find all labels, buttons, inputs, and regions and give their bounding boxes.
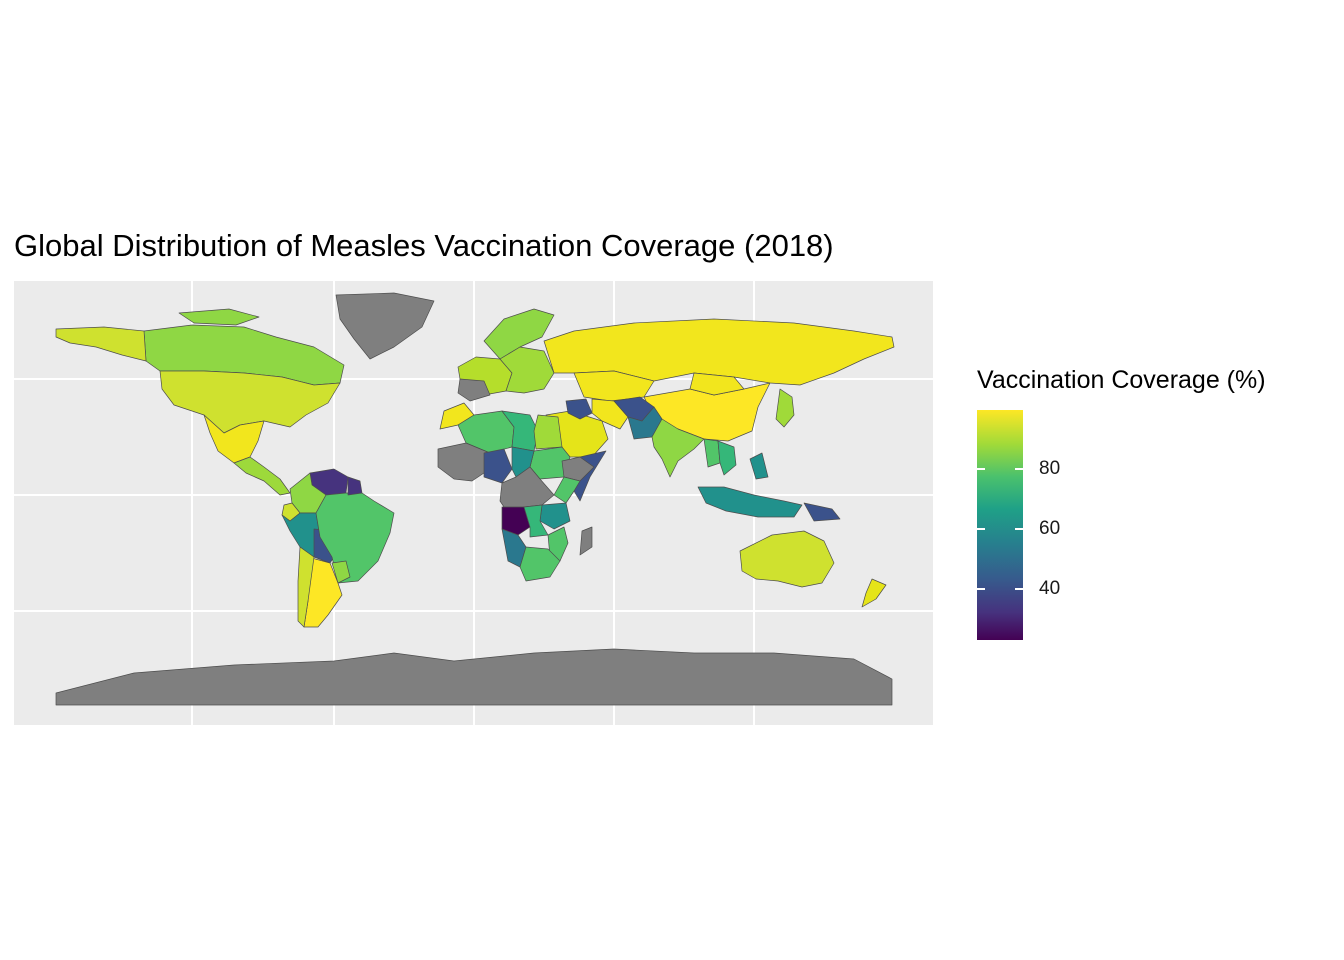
region-papua-new-guinea <box>803 502 841 522</box>
region-thailand <box>717 440 737 476</box>
map-panel <box>14 281 933 725</box>
legend-label-60: 60 <box>1039 518 1061 539</box>
region-japan <box>775 388 795 428</box>
region-indonesia <box>697 486 803 518</box>
region-iraq <box>565 398 593 420</box>
legend-label-40: 40 <box>1039 578 1061 599</box>
legend-label-80: 80 <box>1039 458 1061 479</box>
map-title: Global Distribution of Measles Vaccinati… <box>14 228 834 263</box>
region-eastern-europe <box>499 346 555 394</box>
region-mongolia <box>689 372 745 396</box>
region-antarctica <box>55 648 893 706</box>
region-tanzania <box>539 502 571 530</box>
region-brazil <box>315 492 395 584</box>
region-madagascar <box>579 526 593 556</box>
region-somalia <box>573 450 607 502</box>
region-angola <box>501 506 531 536</box>
region-paraguay <box>331 560 351 584</box>
region-south-africa <box>519 546 561 582</box>
region-mexico <box>203 414 265 464</box>
region-india <box>651 418 705 478</box>
world-map <box>14 281 933 725</box>
region-australia <box>739 530 835 588</box>
region-greenland <box>335 292 435 360</box>
region-central-america <box>233 456 291 496</box>
region-west-africa <box>437 442 491 482</box>
region-united-states <box>159 370 341 434</box>
region-guyana <box>347 476 363 496</box>
region-kenya <box>553 476 581 504</box>
region-egypt <box>533 414 563 450</box>
color-legend: Vaccination Coverage (%) 80 60 40 <box>977 366 1266 640</box>
region-alaska <box>55 326 147 362</box>
region-nigeria <box>483 448 513 484</box>
region-chile <box>297 546 315 628</box>
region-spain <box>457 378 491 402</box>
region-myanmar <box>703 438 721 468</box>
legend-colorbar: 80 60 40 <box>977 410 1060 640</box>
region-philippines <box>749 452 769 480</box>
region-new-zealand <box>861 578 887 608</box>
legend-title: Vaccination Coverage (%) <box>977 366 1266 394</box>
